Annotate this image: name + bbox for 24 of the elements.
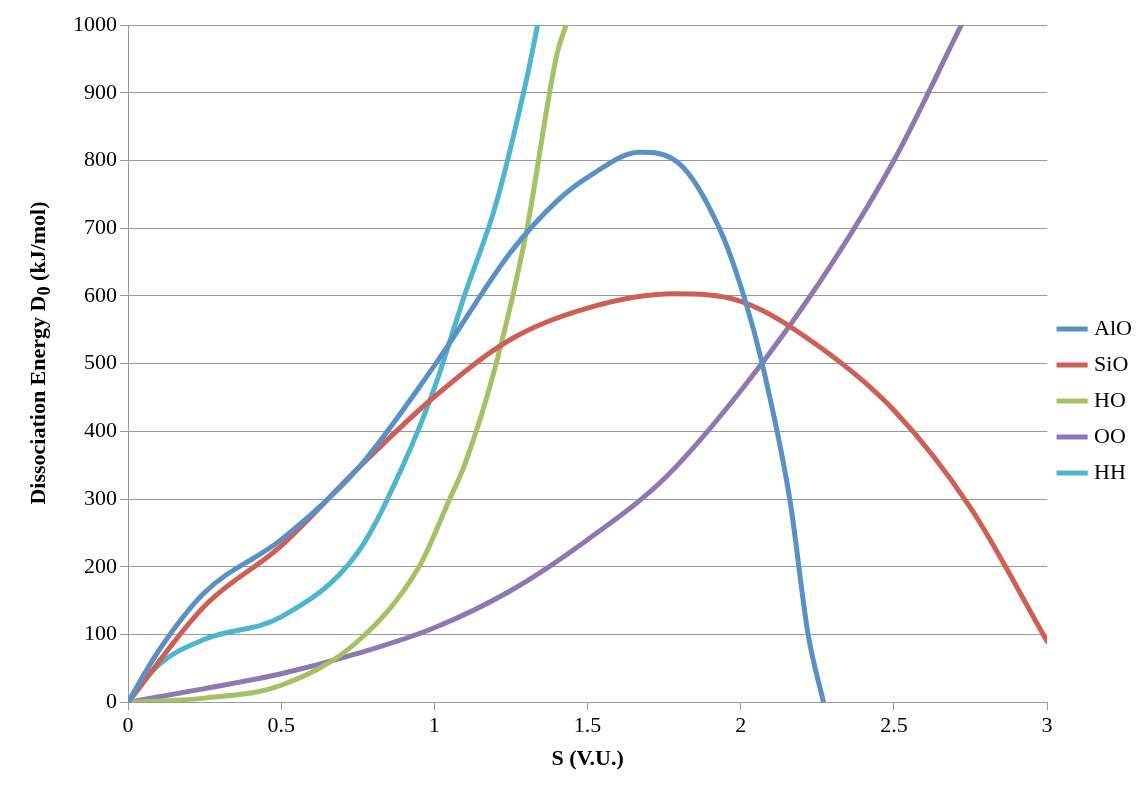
x-tick-label: 1 [428, 712, 440, 738]
legend-label: OO [1094, 422, 1126, 448]
legend-label: HO [1094, 386, 1126, 412]
y-tick-label: 300 [84, 484, 117, 510]
y-tick-label: 1000 [73, 10, 117, 36]
legend-label: AlO [1094, 314, 1132, 340]
y-tick-label: 400 [84, 417, 117, 443]
y-tick-label: 600 [84, 281, 117, 307]
y-tick-label: 200 [84, 552, 117, 578]
x-tick-label: 0 [122, 712, 134, 738]
x-tick-label: 3 [1041, 712, 1053, 738]
y-tick-label: 700 [84, 213, 117, 239]
legend-label: SiO [1094, 350, 1129, 376]
x-tick-label: 1.5 [573, 712, 602, 738]
x-axis-title: S (V.U.) [551, 745, 624, 771]
y-tick-label: 100 [84, 620, 117, 646]
y-tick-label: 900 [84, 78, 117, 104]
y-tick-label: 800 [84, 146, 117, 172]
legend-label: HH [1094, 458, 1126, 484]
y-tick-label: 0 [106, 687, 117, 713]
y-tick-label: 500 [84, 349, 117, 375]
x-tick-label: 2 [735, 712, 747, 738]
x-tick-label: 2.5 [880, 712, 908, 738]
x-tick-label: 0.5 [267, 712, 295, 738]
